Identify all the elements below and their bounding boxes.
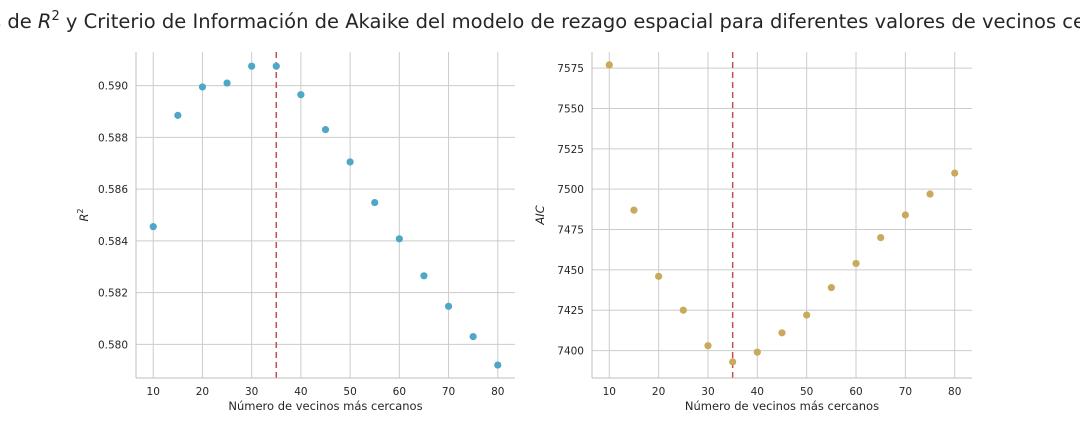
r2-data-point (223, 79, 231, 87)
r2-data-point (494, 361, 502, 369)
r2-data-point (174, 111, 182, 119)
aic-data-point (901, 211, 909, 219)
r2-y-tick-label: 0.582 (98, 288, 128, 300)
r2-x-tick-label: 50 (343, 386, 356, 398)
aic-y-tick-label: 7425 (557, 305, 584, 317)
r2-data-point (469, 333, 477, 341)
aic-data-point (753, 348, 761, 356)
aic-data-point (704, 342, 712, 350)
r2-data-point (297, 91, 305, 99)
aic-data-point (630, 206, 638, 214)
r2-y-tick-label: 0.588 (98, 132, 128, 144)
aic-y-tick-label: 7550 (557, 103, 584, 115)
aic-data-point (729, 358, 737, 366)
aic-x-tick-label: 20 (652, 386, 665, 398)
r2-y-tick-label: 0.580 (98, 339, 128, 351)
r2-y-tick-label: 0.584 (98, 236, 128, 248)
r2-data-point (395, 235, 403, 243)
r2-data-point (198, 83, 207, 91)
aic-data-point (655, 272, 663, 280)
aic-y-tick-label: 7475 (557, 225, 584, 237)
aic-y-tick-label: 7400 (557, 346, 584, 358)
r2-data-point (371, 198, 379, 207)
aic-y-tick-label: 7575 (557, 63, 584, 75)
r2-x-tick-label: 70 (442, 386, 455, 398)
aic-data-point (951, 169, 959, 177)
r2-data-point (444, 302, 453, 310)
r2-y-axis-label: R2 (76, 208, 91, 221)
aic-x-tick-label: 10 (603, 386, 616, 398)
aic-data-point (803, 311, 811, 319)
aic-y-tick-label: 7525 (557, 144, 584, 156)
r2-x-tick-label: 10 (147, 386, 160, 398)
aic-data-point (852, 259, 860, 268)
r2-data-point (248, 62, 256, 70)
r2-x-axis-label: Número de vecinos más cercanos (228, 399, 422, 413)
aic-data-point (926, 190, 934, 198)
r2-data-point (346, 158, 354, 166)
aic-data-point (778, 329, 786, 337)
aic-x-axis-label: Número de vecinos más cercanos (685, 399, 879, 413)
r2-x-tick-label: 60 (393, 386, 406, 398)
aic-data-point (877, 233, 885, 242)
aic-y-tick-label: 7450 (557, 265, 584, 277)
r2-x-tick-label: 20 (196, 386, 209, 398)
r2-x-tick-label: 80 (491, 386, 504, 398)
aic-x-tick-label: 30 (701, 386, 714, 398)
r2-data-point (321, 126, 330, 134)
r2-x-tick-label: 40 (294, 386, 307, 398)
aic-x-tick-label: 60 (849, 386, 862, 398)
r2-x-tick-label: 30 (245, 386, 258, 398)
aic-scatter-panel: 10 20 30 40 50 60 70 80 7400 7425 7450 7475 7500 752… (533, 52, 972, 413)
aic-data-point (679, 306, 687, 314)
r2-data-point (272, 62, 280, 70)
r2-data-point (149, 223, 157, 231)
aic-data-point (605, 61, 613, 69)
r2-y-tick-label: 0.590 (98, 81, 128, 93)
aic-y-axis-label: AIC (533, 205, 547, 225)
figure-title: Valores de R2 y Criterio de Información … (0, 9, 1080, 33)
aic-x-tick-label: 50 (800, 386, 813, 398)
aic-x-tick-label: 40 (751, 386, 764, 398)
aic-x-tick-label: 70 (899, 386, 912, 398)
r2-data-point (420, 272, 428, 280)
aic-data-point (827, 284, 835, 292)
r2-y-tick-label: 0.586 (98, 184, 128, 196)
aic-x-tick-label: 80 (948, 386, 961, 398)
r2-scatter-panel: 10 20 30 40 50 60 70 80 0.580 0.582 0.584 0.586 0.5… (76, 52, 515, 413)
aic-y-tick-label: 7500 (557, 184, 584, 196)
